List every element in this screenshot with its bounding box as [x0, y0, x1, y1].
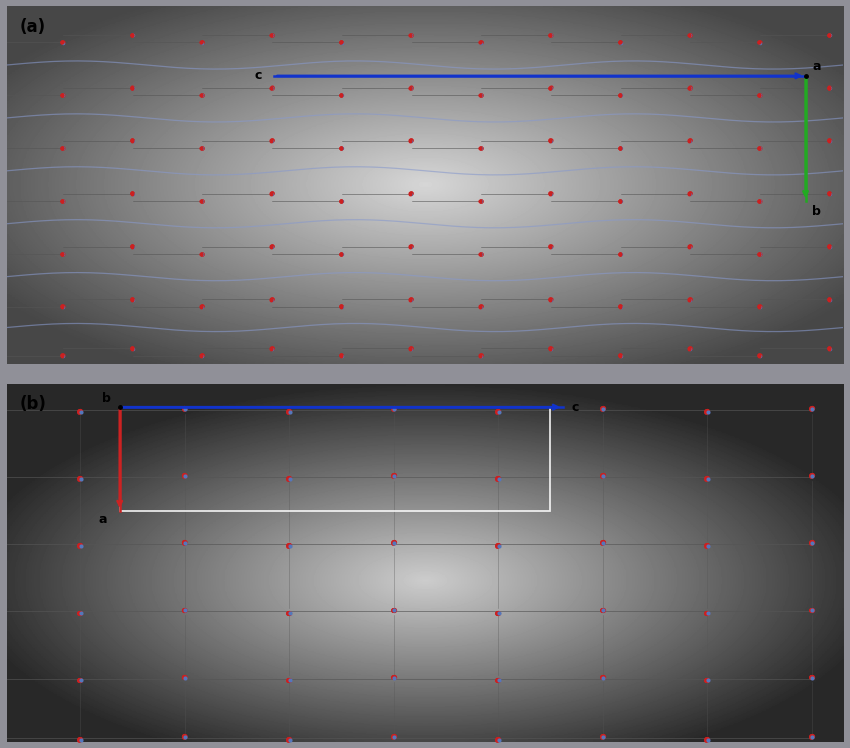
Text: c: c [254, 70, 262, 82]
Text: a: a [99, 513, 107, 527]
Text: c: c [571, 401, 579, 414]
Bar [120, 407, 551, 511]
Text: (a): (a) [20, 18, 45, 36]
Text: b: b [103, 392, 111, 405]
Text: b: b [813, 205, 821, 218]
Text: a: a [813, 61, 821, 73]
Text: (b): (b) [20, 395, 46, 413]
